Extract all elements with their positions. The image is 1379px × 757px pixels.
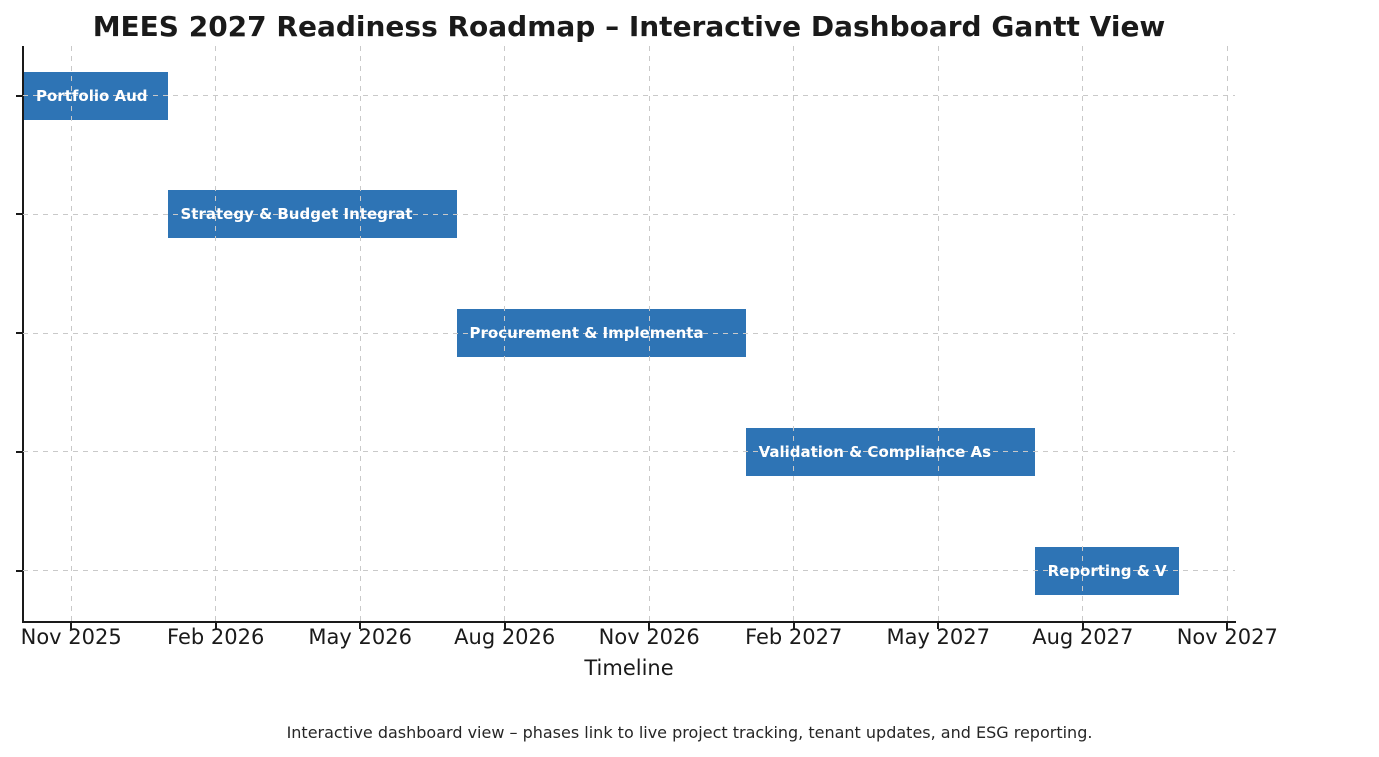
gantt-bar-label: Validation & Compliance As: [758, 442, 992, 461]
gantt-bar[interactable]: Reporting & V: [1034, 546, 1180, 595]
gantt-bar-label: Strategy & Budget Integrat: [180, 205, 413, 224]
gantt-bar-label: Portfolio Aud: [36, 86, 148, 105]
y-tick-mark: [16, 94, 22, 97]
v-gridline: [359, 46, 361, 621]
h-gridline: [23, 332, 1235, 334]
y-tick-mark: [16, 450, 22, 453]
v-gridline: [937, 46, 939, 621]
x-tick-mark: [503, 623, 506, 629]
x-tick-mark: [1081, 623, 1084, 629]
y-tick-mark: [16, 332, 22, 334]
x-tick-label: Aug 2027: [1032, 625, 1134, 649]
gantt-bar-label: Procurement & Implementa: [469, 324, 704, 342]
v-gridline: [504, 46, 506, 621]
x-tick-label: Feb 2027: [745, 625, 843, 649]
x-tick-mark: [937, 623, 940, 629]
h-gridline: [23, 451, 1235, 453]
v-gridline: [648, 46, 650, 621]
v-gridline: [793, 46, 795, 621]
gantt-bar[interactable]: Portfolio Aud: [23, 71, 168, 120]
h-gridline: [23, 570, 1235, 571]
y-tick-mark: [16, 569, 22, 572]
x-tick-mark: [1226, 623, 1229, 629]
x-tick-label: Aug 2026: [454, 625, 556, 649]
v-gridline: [70, 46, 72, 621]
chart-title: MEES 2027 Readiness Roadmap – Interactiv…: [92, 10, 1166, 43]
x-tick-mark: [792, 623, 795, 629]
h-gridline: [23, 95, 1235, 96]
x-tick-mark: [648, 623, 651, 629]
y-tick-mark: [16, 213, 22, 216]
x-tick-label: May 2027: [886, 625, 991, 649]
h-gridline: [23, 213, 1235, 215]
y-axis-spine: [22, 46, 24, 623]
x-tick-label: Nov 2026: [598, 625, 700, 649]
x-tick-label: Feb 2026: [167, 625, 265, 649]
x-tick-mark: [214, 623, 217, 629]
v-gridline: [215, 46, 217, 621]
v-gridline: [1082, 46, 1084, 621]
x-tick-label: Nov 2025: [20, 625, 122, 649]
x-tick-mark: [70, 623, 73, 629]
x-tick-label: Nov 2027: [1176, 625, 1278, 649]
gantt-bar-label: Reporting & V: [1047, 561, 1167, 580]
x-axis-spine: [22, 621, 1236, 623]
caption-text: Interactive dashboard view – phases link…: [286, 723, 1093, 742]
x-tick-label: May 2026: [308, 625, 412, 649]
v-gridline: [1226, 46, 1228, 621]
x-tick-mark: [359, 623, 362, 629]
x-axis-label: Timeline: [584, 656, 674, 680]
gantt-bar[interactable]: Strategy & Budget Integrat: [167, 190, 457, 239]
gantt-bar[interactable]: Procurement & Implementa: [456, 309, 746, 357]
gantt-bar[interactable]: Validation & Compliance As: [745, 427, 1035, 476]
